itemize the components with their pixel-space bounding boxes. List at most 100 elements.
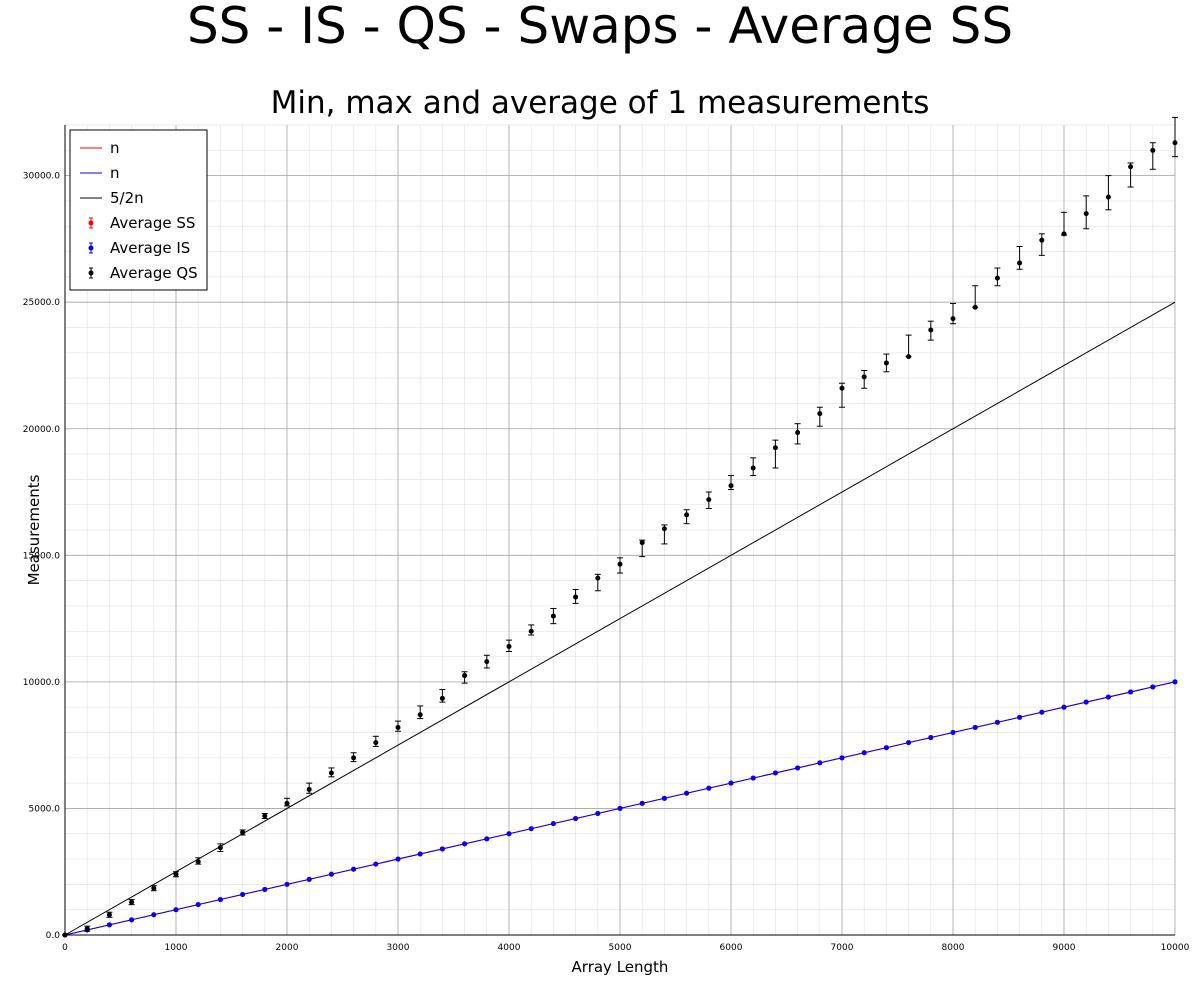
data-point: [328, 871, 334, 877]
data-point: [928, 327, 934, 333]
data-point: [195, 859, 201, 865]
data-point: [861, 374, 867, 380]
legend-marker-swatch: [88, 220, 94, 226]
y-tick-label: 15000.0: [23, 551, 60, 561]
data-point: [750, 465, 756, 471]
data-point: [351, 866, 357, 872]
data-point: [84, 926, 90, 932]
data-point: [906, 354, 912, 360]
y-tick-label: 0.0: [46, 931, 61, 941]
y-tick-label: 25000.0: [23, 298, 60, 308]
data-point: [550, 613, 556, 619]
data-point: [195, 902, 201, 908]
data-point: [1105, 694, 1111, 700]
data-point: [262, 886, 268, 892]
data-point: [595, 811, 601, 816]
data-point: [839, 385, 845, 391]
data-point: [173, 871, 179, 877]
data-point: [617, 561, 623, 567]
data-point: [373, 740, 379, 746]
data-point: [1172, 140, 1178, 146]
data-point: [284, 881, 290, 887]
legend: nn 5/2n Average SS Average IS Average QS: [69, 129, 208, 291]
reference-line: [64, 301, 1176, 936]
tick-labels: 0 1000 2000 3000 4000 5000 6000 7000 8000 9000 100…: [23, 172, 1190, 953]
data-point: [728, 780, 734, 786]
data-point: [1128, 164, 1134, 170]
data-point: [417, 712, 423, 718]
data-point: [439, 846, 445, 852]
data-point: [728, 483, 734, 489]
legend-label: n: [110, 139, 120, 157]
x-tick-label: 10000: [1161, 943, 1190, 953]
data-point: [795, 765, 801, 771]
data-point: [706, 785, 712, 791]
data-point: [639, 800, 645, 806]
data-point: [684, 512, 690, 518]
x-tick-label: 9000: [1053, 943, 1076, 953]
data-point: [506, 831, 512, 837]
x-tick-label: 0: [62, 943, 68, 953]
data-point: [528, 628, 534, 634]
data-point: [817, 411, 823, 417]
data-point: [240, 829, 246, 835]
x-tick-label: 3000: [387, 943, 410, 953]
data-point: [484, 659, 490, 665]
y-tick-label: 20000.0: [23, 425, 60, 435]
data-point: [284, 800, 290, 806]
x-tick-label: 6000: [720, 943, 743, 953]
data-point: [950, 730, 956, 735]
legend-label: n: [110, 164, 120, 182]
data-point: [906, 740, 912, 746]
data-point: [661, 795, 667, 801]
data-point: [151, 885, 157, 891]
data-point: [950, 316, 956, 322]
data-point: [1128, 689, 1134, 695]
data-point: [573, 594, 579, 600]
data-point: [772, 445, 778, 451]
x-tick-label: 2000: [276, 943, 299, 953]
data-point: [861, 750, 867, 756]
x-tick-label: 8000: [942, 943, 965, 953]
legend-label: Average IS: [110, 239, 190, 257]
chart-subtitle: Min, max and average of 1 measurements: [270, 85, 930, 121]
data-point: [772, 770, 778, 776]
chart-title: SS - IS - QS - Swaps - Average SS: [186, 0, 1014, 55]
data-point: [839, 755, 845, 761]
data-point: [351, 755, 357, 761]
legend-marker-swatch: [88, 245, 94, 251]
data-point: [462, 673, 468, 679]
data-point: [1061, 231, 1067, 237]
y-tick-label: 10000.0: [23, 678, 60, 688]
data-point: [972, 724, 978, 730]
data-point: [129, 899, 135, 905]
data-point: [706, 497, 712, 503]
data-point: [328, 770, 334, 776]
legend-box: [69, 129, 208, 291]
data-point: [1150, 684, 1156, 690]
data-point: [240, 892, 246, 897]
x-tick-label: 5000: [609, 943, 632, 953]
data-point: [883, 745, 889, 751]
data-point: [750, 775, 756, 781]
x-axis-label: Array Length: [572, 958, 669, 976]
data-point: [573, 816, 579, 822]
data-point: [1039, 709, 1045, 715]
data-point: [506, 643, 512, 649]
data-point: [262, 813, 268, 819]
data-point: [484, 836, 490, 842]
data-point: [1083, 211, 1089, 217]
data-point: [462, 841, 468, 847]
y-axis-label: Measurements: [25, 474, 43, 585]
x-tick-label: 4000: [498, 943, 521, 953]
data-point: [217, 845, 223, 851]
y-tick-label: 5000.0: [29, 804, 61, 814]
data-point: [1061, 704, 1067, 710]
data-point: [994, 275, 1000, 281]
data-point: [306, 786, 312, 792]
data-point: [994, 719, 1000, 725]
data-point: [129, 917, 135, 923]
data-point: [1105, 194, 1111, 200]
data-point: [550, 821, 556, 827]
data-point: [1150, 147, 1156, 153]
